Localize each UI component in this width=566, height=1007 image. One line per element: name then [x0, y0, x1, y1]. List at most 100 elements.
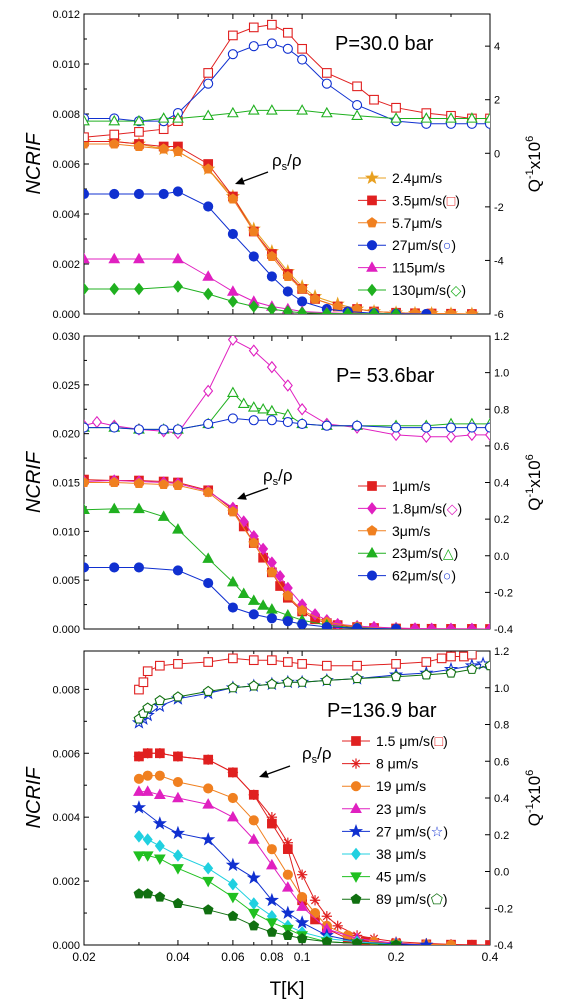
data-point — [282, 43, 293, 54]
data-point — [133, 282, 144, 296]
data-point — [84, 188, 90, 200]
legend-open-symbol: ⬠ — [431, 891, 443, 907]
y2-label-exp2: 6 — [524, 770, 536, 776]
data-point — [369, 94, 379, 105]
data-point — [321, 307, 332, 314]
rho-main: ρ — [272, 151, 282, 170]
data-point — [152, 698, 167, 713]
data-point — [266, 613, 277, 624]
data-point — [203, 201, 214, 212]
legend-marker — [366, 546, 378, 558]
data-point — [142, 666, 153, 677]
y-axis-label: NCRIF — [23, 766, 45, 829]
data-point — [142, 888, 154, 899]
data-point — [154, 891, 166, 902]
data-point — [172, 523, 184, 534]
data-point — [475, 656, 490, 670]
data-point — [172, 145, 184, 157]
data-point — [227, 49, 238, 60]
data-point — [154, 660, 165, 671]
data-point — [421, 430, 432, 443]
data-point — [265, 104, 278, 115]
data-point — [202, 904, 214, 915]
legend-entry: 8 μm/s — [342, 756, 418, 772]
legend-label: 1μm/s — [392, 478, 430, 494]
series-line — [138, 665, 490, 720]
series-line — [84, 258, 397, 314]
data-point — [282, 379, 293, 392]
legend-label: 45 μm/s — [376, 869, 426, 885]
legend-marker — [364, 170, 380, 185]
data-point — [446, 430, 457, 443]
data-point — [172, 864, 184, 875]
data-point — [390, 112, 402, 123]
legend-entry: 23μm/s(△) — [358, 545, 458, 561]
data-point — [296, 104, 309, 115]
legend-label: 23μm/s(△) — [392, 545, 458, 561]
arrow-head — [259, 770, 269, 778]
data-point — [227, 106, 239, 118]
data-point — [248, 537, 260, 548]
series-6 — [84, 280, 402, 314]
data-point — [248, 655, 259, 666]
x-tick-label: 0.06 — [221, 950, 245, 964]
data-point — [172, 424, 184, 435]
legend-marker — [366, 283, 378, 297]
data-point — [203, 78, 214, 89]
arrow-shaft — [240, 171, 269, 183]
data-point — [172, 776, 184, 788]
y2-tick-label: 0.0 — [494, 867, 509, 879]
asterisk-stroke — [471, 940, 476, 945]
legend-name: 23μm/s( — [392, 545, 443, 561]
asterisk-stroke — [351, 759, 361, 768]
y2-label-exp: -1 — [524, 803, 536, 813]
asterisk-stroke — [310, 896, 320, 905]
data-point — [202, 876, 215, 888]
data-point — [297, 43, 307, 54]
data-point — [466, 939, 478, 945]
data-point — [321, 674, 333, 685]
legend-marker — [366, 502, 378, 515]
data-point — [133, 888, 145, 899]
rho-main: ρ — [302, 744, 312, 763]
data-point — [247, 908, 260, 920]
legend-name-tail: ) — [461, 282, 466, 298]
series-3 — [84, 138, 478, 314]
legend-name-tail: ) — [443, 891, 448, 907]
data-point — [172, 280, 183, 293]
data-point — [203, 418, 214, 429]
data-point — [109, 129, 120, 140]
data-point — [391, 659, 401, 669]
data-point — [84, 132, 89, 143]
data-point — [467, 651, 477, 660]
data-point — [258, 542, 269, 556]
data-point — [297, 619, 308, 629]
x-tick-label: 0.04 — [166, 950, 190, 964]
data-point — [266, 415, 277, 426]
legend-label: 115μm/s — [392, 260, 445, 276]
legend-name: 1μm/s — [392, 478, 430, 494]
data-point — [141, 785, 154, 796]
data-point — [320, 106, 333, 118]
data-point — [133, 140, 145, 152]
legend-entry: 27μm/s(○) — [358, 237, 456, 253]
data-point — [280, 905, 295, 920]
legend-marker — [351, 736, 361, 746]
data-point — [158, 188, 169, 200]
data-point — [445, 308, 457, 314]
data-point — [321, 78, 332, 89]
y2-tick-label: -0.2 — [494, 587, 513, 599]
data-point — [309, 293, 321, 304]
data-point — [172, 479, 184, 490]
data-point — [459, 651, 469, 662]
series-line — [84, 190, 427, 314]
data-point — [296, 869, 308, 880]
data-point — [84, 476, 90, 488]
legend-label: 62μm/s(○) — [392, 568, 456, 584]
data-point — [133, 785, 145, 796]
legend-label: 3.5μm/s(□) — [392, 192, 460, 208]
data-point — [227, 336, 238, 346]
data-point — [227, 602, 238, 613]
data-point — [202, 163, 214, 174]
data-point — [390, 422, 402, 433]
